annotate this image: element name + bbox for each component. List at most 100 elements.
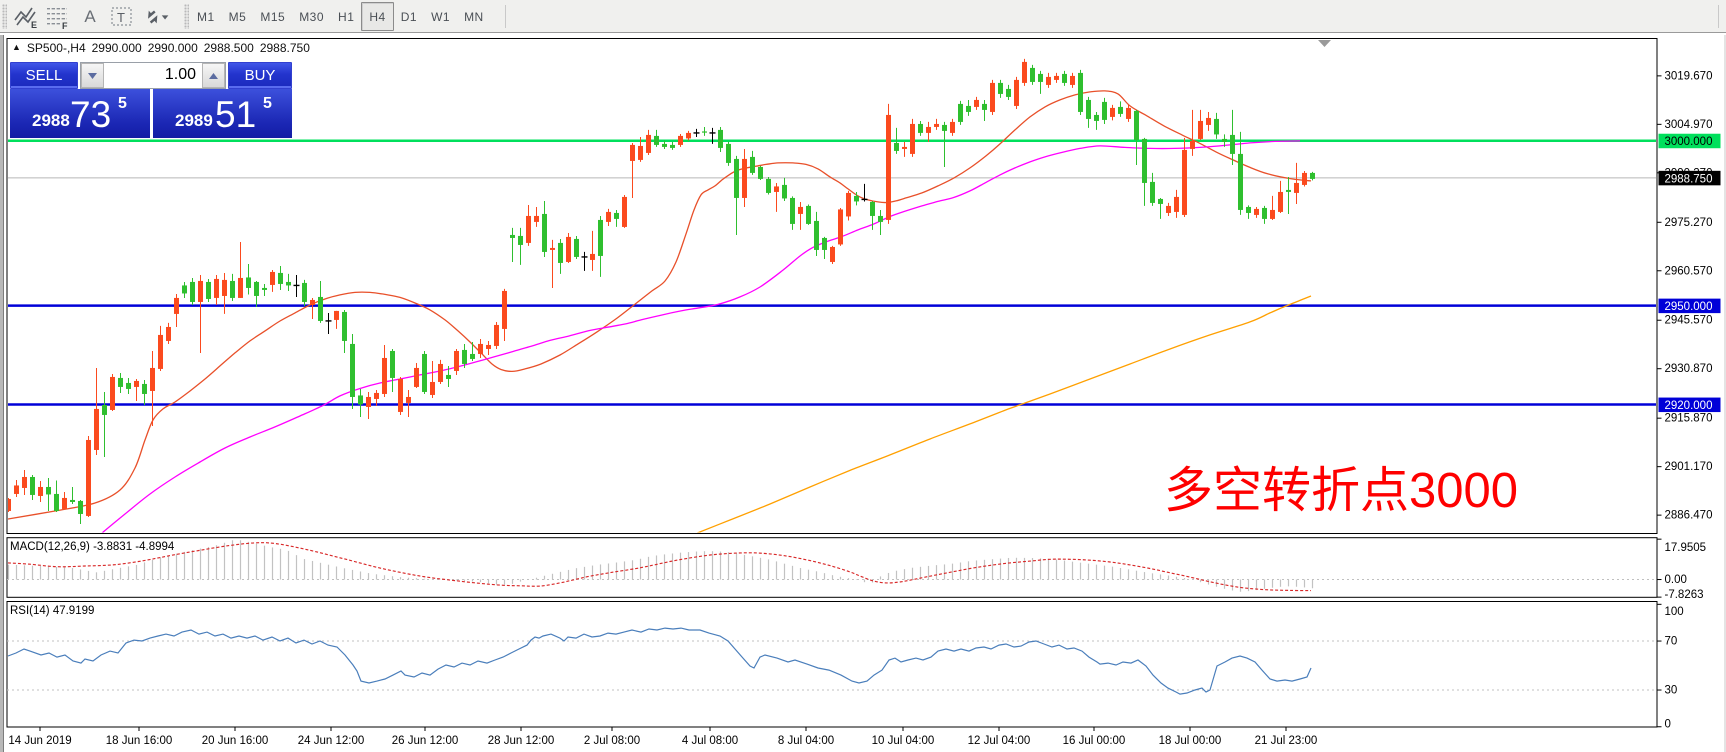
candle xyxy=(590,230,595,271)
timeframe-button-m5[interactable]: M5 xyxy=(228,10,247,24)
buy-price[interactable]: 2989 51 5 xyxy=(153,89,292,138)
candle xyxy=(709,127,716,144)
symbol-name: SP500-,H4 xyxy=(26,41,86,55)
text-label-icon[interactable]: T xyxy=(108,3,136,30)
candle xyxy=(46,477,51,511)
toolbar-grip[interactable] xyxy=(2,4,7,29)
chart-shift-marker-icon[interactable] xyxy=(1318,40,1331,47)
time-tick-label: 8 Jul 04:00 xyxy=(778,735,834,747)
candle xyxy=(1030,64,1035,85)
candle xyxy=(270,269,275,292)
volume-increase-button[interactable] xyxy=(202,63,225,88)
window-right-edge xyxy=(1724,35,1726,752)
candle xyxy=(718,126,723,152)
candle xyxy=(190,277,195,305)
candle xyxy=(1262,205,1267,224)
candle xyxy=(918,120,923,136)
svg-text:3000.000: 3000.000 xyxy=(1665,136,1713,148)
sell-price[interactable]: 2988 73 5 xyxy=(10,89,150,138)
candle xyxy=(686,130,691,141)
time-tick-label: 18 Jun 16:00 xyxy=(106,735,173,747)
volume-group: 1.00 xyxy=(80,62,226,89)
price-plot xyxy=(8,58,1656,533)
timeframe-button-w1[interactable]: W1 xyxy=(431,10,451,24)
candle xyxy=(638,136,643,162)
candle xyxy=(38,480,43,502)
candle xyxy=(1086,96,1091,128)
sell-price-sup: 5 xyxy=(118,95,127,112)
timeframe-button-m30[interactable]: M30 xyxy=(299,10,325,24)
candle xyxy=(254,280,259,307)
candle xyxy=(982,99,987,121)
candle xyxy=(1150,172,1155,206)
candle xyxy=(1294,162,1299,204)
candle xyxy=(861,183,868,202)
candle xyxy=(1230,109,1235,165)
text-label-icon-glyph: T xyxy=(117,10,125,25)
svg-text:2988.750: 2988.750 xyxy=(1665,173,1713,185)
toolbar-separator xyxy=(505,5,506,28)
timeframe-button-h1[interactable]: H1 xyxy=(338,10,355,24)
timeframe-button-h4[interactable]: H4 xyxy=(361,2,394,31)
candle xyxy=(606,208,611,226)
hline-price-label: 3000.000 xyxy=(1658,133,1721,149)
time-tick-label: 16 Jul 00:00 xyxy=(1063,735,1126,747)
candle xyxy=(966,99,971,116)
buy-button[interactable]: BUY xyxy=(228,62,292,89)
timeframe-button-m1[interactable]: M1 xyxy=(197,10,215,24)
time-tick-label: 14 Jun 2019 xyxy=(8,735,71,747)
time-tick-label: 28 Jun 12:00 xyxy=(488,735,555,747)
volume-input[interactable]: 1.00 xyxy=(164,66,196,83)
candle xyxy=(846,190,851,221)
candle xyxy=(438,359,443,384)
price-axis[interactable]: 3019.6703004.9702990.2702975.2702960.570… xyxy=(1657,70,1721,731)
arrow-objects-icon[interactable] xyxy=(142,3,170,30)
candle xyxy=(486,340,491,355)
candle xyxy=(806,204,811,225)
candle xyxy=(1310,171,1315,181)
candle xyxy=(1110,104,1115,121)
candle xyxy=(102,391,107,457)
indicators-icon[interactable]: E xyxy=(12,3,40,30)
time-axis[interactable]: 14 Jun 2019 18 Jun 16:00 20 Jun 16:00 24 Ju… xyxy=(8,727,1317,747)
candle xyxy=(693,128,700,137)
candle xyxy=(358,388,363,417)
candle xyxy=(126,377,131,394)
rsi-label: RSI(14) 47.9199 xyxy=(10,605,94,617)
candle xyxy=(310,297,315,319)
timeframe-button-m15[interactable]: M15 xyxy=(260,10,286,24)
time-tick-label: 20 Jun 16:00 xyxy=(202,735,269,747)
time-tick-label: 10 Jul 04:00 xyxy=(872,735,935,747)
volume-decrease-button[interactable] xyxy=(81,63,104,88)
candle xyxy=(14,479,19,497)
candle xyxy=(374,389,379,406)
sell-button[interactable]: SELL xyxy=(10,62,78,89)
symbol-collapse-icon[interactable]: ▲ xyxy=(12,42,21,52)
svg-text:2920.000: 2920.000 xyxy=(1665,400,1713,412)
macd-axis-label: -7.8263 xyxy=(1665,589,1704,601)
candle xyxy=(558,238,563,274)
candle xyxy=(598,215,603,277)
candle xyxy=(1126,104,1131,122)
timeframe-button-mn[interactable]: MN xyxy=(464,10,484,24)
candle xyxy=(278,265,283,290)
candle xyxy=(990,79,995,115)
timeframe-button-d1[interactable]: D1 xyxy=(400,10,418,24)
timeframe-toolbar-grip[interactable] xyxy=(184,4,189,29)
candle xyxy=(830,245,835,264)
candle xyxy=(214,274,219,305)
text-icon[interactable]: A xyxy=(84,6,96,26)
toolbar: E F A T xyxy=(0,0,1726,35)
candle xyxy=(774,182,779,212)
candle xyxy=(1206,111,1211,131)
candle xyxy=(430,360,435,398)
candle xyxy=(581,251,588,271)
grid-icon[interactable]: F xyxy=(44,3,72,30)
candle xyxy=(1158,197,1163,219)
candle xyxy=(1246,205,1251,219)
macd-signal-line xyxy=(7,542,1312,592)
candle xyxy=(222,272,227,314)
candle xyxy=(246,263,251,295)
price-tick-label: 2960.570 xyxy=(1665,265,1713,277)
candle xyxy=(174,293,179,327)
